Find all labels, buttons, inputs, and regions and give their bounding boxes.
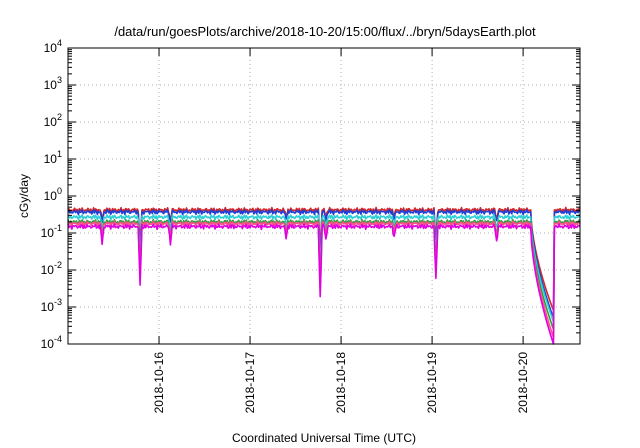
y-tick-label: 100 xyxy=(44,186,62,203)
grid xyxy=(68,48,580,344)
y-tick-label: 10-2 xyxy=(41,260,62,277)
x-tick-label: 2018-10-20 xyxy=(516,352,530,414)
y-tick-label: 101 xyxy=(44,149,62,166)
series-line xyxy=(67,213,581,323)
series-line xyxy=(67,220,581,339)
x-axis-label: Coordinated Universal Time (UTC) xyxy=(232,431,416,445)
series-line xyxy=(67,206,581,312)
y-tick-label: 10-4 xyxy=(41,334,62,351)
y-tick-label: 102 xyxy=(44,112,62,129)
x-tick-label: 2018-10-16 xyxy=(152,352,166,414)
series-line xyxy=(67,208,581,319)
series-group xyxy=(67,206,581,345)
y-tick-label: 104 xyxy=(44,38,62,55)
x-tick-label: 2018-10-18 xyxy=(334,352,348,414)
ticks: 10-4 10-3 10-2 10-1 100 101 102 103 104 2018-10-1… xyxy=(41,38,580,413)
chart-title: /data/run/goesPlots/archive/2018-10-20/1… xyxy=(114,24,536,39)
y-axis-label: cGy/day xyxy=(17,174,31,218)
x-tick-label: 2018-10-19 xyxy=(425,352,439,414)
y-tick-label: 10-3 xyxy=(41,297,62,314)
y-tick-label: 10-1 xyxy=(41,223,62,240)
x-tick-label: 2018-10-17 xyxy=(243,352,257,414)
y-tick-label: 103 xyxy=(44,75,62,92)
series-line xyxy=(67,223,581,345)
